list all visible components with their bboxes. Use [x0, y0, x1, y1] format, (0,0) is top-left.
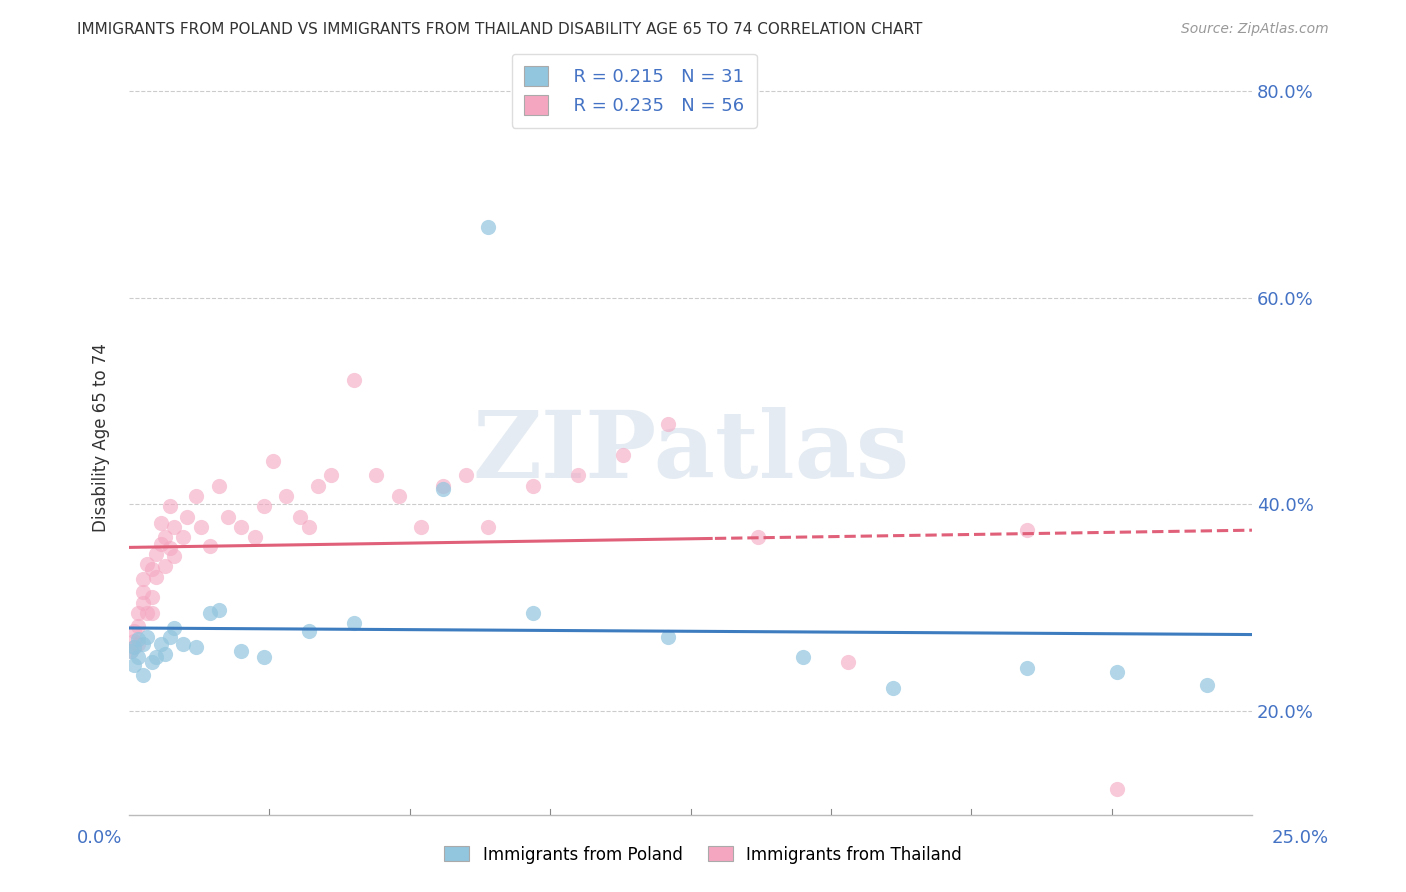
- Point: [127, 632, 149, 646]
- Point: [454, 468, 477, 483]
- Point: [208, 479, 231, 493]
- Point: [163, 520, 186, 534]
- Point: [122, 657, 145, 672]
- Point: [208, 603, 231, 617]
- Point: [882, 681, 904, 696]
- Point: [159, 630, 181, 644]
- Point: [792, 650, 814, 665]
- Point: [343, 373, 366, 387]
- Point: [366, 468, 388, 483]
- Point: [159, 500, 181, 514]
- Point: [1017, 523, 1039, 537]
- Point: [612, 448, 634, 462]
- Point: [837, 655, 859, 669]
- Text: IMMIGRANTS FROM POLAND VS IMMIGRANTS FROM THAILAND DISABILITY AGE 65 TO 74 CORRE: IMMIGRANTS FROM POLAND VS IMMIGRANTS FRO…: [77, 22, 922, 37]
- Point: [231, 520, 253, 534]
- Point: [127, 606, 149, 620]
- Point: [141, 655, 163, 669]
- Point: [657, 630, 679, 644]
- Point: [477, 220, 499, 235]
- Point: [198, 539, 221, 553]
- Point: [149, 537, 172, 551]
- Point: [149, 637, 172, 651]
- Point: [1017, 661, 1039, 675]
- Point: [120, 644, 142, 658]
- Point: [136, 606, 159, 620]
- Point: [122, 624, 145, 638]
- Point: [747, 531, 769, 545]
- Point: [136, 630, 159, 644]
- Point: [217, 509, 239, 524]
- Text: 25.0%: 25.0%: [1271, 829, 1329, 847]
- Point: [127, 650, 149, 665]
- Point: [172, 531, 194, 545]
- Point: [131, 637, 153, 651]
- Point: [131, 572, 153, 586]
- Point: [136, 558, 159, 572]
- Point: [298, 520, 321, 534]
- Point: [163, 622, 186, 636]
- Text: ZIPatlas: ZIPatlas: [472, 408, 910, 498]
- Point: [288, 509, 311, 524]
- Point: [145, 547, 167, 561]
- Point: [409, 520, 432, 534]
- Y-axis label: Disability Age 65 to 74: Disability Age 65 to 74: [93, 343, 110, 532]
- Point: [141, 561, 163, 575]
- Point: [159, 541, 181, 555]
- Point: [131, 585, 153, 599]
- Point: [122, 640, 145, 654]
- Point: [253, 650, 276, 665]
- Point: [432, 479, 454, 493]
- Point: [387, 489, 409, 503]
- Point: [522, 606, 544, 620]
- Point: [141, 591, 163, 605]
- Point: [276, 489, 298, 503]
- Point: [262, 454, 284, 468]
- Point: [298, 624, 321, 638]
- Point: [477, 520, 499, 534]
- Point: [131, 596, 153, 610]
- Point: [198, 606, 221, 620]
- Point: [190, 520, 212, 534]
- Point: [657, 417, 679, 431]
- Text: Source: ZipAtlas.com: Source: ZipAtlas.com: [1181, 22, 1329, 37]
- Text: 0.0%: 0.0%: [77, 829, 122, 847]
- Point: [145, 650, 167, 665]
- Point: [522, 479, 544, 493]
- Point: [131, 668, 153, 682]
- Point: [149, 516, 172, 530]
- Point: [307, 479, 329, 493]
- Point: [122, 640, 145, 654]
- Point: [186, 489, 208, 503]
- Point: [1107, 781, 1129, 796]
- Point: [231, 644, 253, 658]
- Point: [243, 531, 266, 545]
- Point: [122, 633, 145, 648]
- Point: [172, 637, 194, 651]
- Point: [163, 549, 186, 563]
- Point: [1107, 665, 1129, 679]
- Point: [153, 531, 176, 545]
- Point: [153, 559, 176, 574]
- Point: [343, 616, 366, 631]
- Point: [253, 500, 276, 514]
- Point: [127, 619, 149, 633]
- Point: [321, 468, 343, 483]
- Point: [567, 468, 589, 483]
- Point: [176, 509, 198, 524]
- Point: [1195, 678, 1218, 692]
- Point: [186, 640, 208, 654]
- Legend: Immigrants from Poland, Immigrants from Thailand: Immigrants from Poland, Immigrants from …: [437, 839, 969, 871]
- Point: [141, 606, 163, 620]
- Point: [145, 570, 167, 584]
- Point: [432, 482, 454, 496]
- Legend:   R = 0.215   N = 31,   R = 0.235   N = 56: R = 0.215 N = 31, R = 0.235 N = 56: [512, 54, 756, 128]
- Point: [120, 644, 142, 658]
- Point: [153, 648, 176, 662]
- Point: [127, 637, 149, 651]
